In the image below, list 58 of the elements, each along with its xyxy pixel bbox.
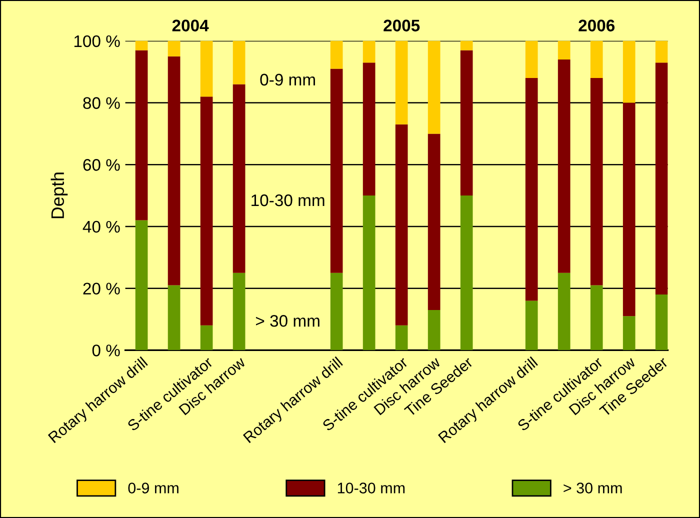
bar [362,40,376,63]
y-tick-label: 0 % [92,344,120,356]
bar [168,40,180,56]
bar [362,196,376,350]
bar [655,294,668,350]
bar [428,310,440,350]
bar [168,56,180,286]
y-tick-label: 80 % [83,97,120,109]
bar [460,196,473,350]
bar [525,40,538,78]
bar [622,102,636,316]
legend-label: 0-9 mm [128,482,178,494]
bar [525,300,538,350]
bar [558,59,570,273]
bar [590,78,603,286]
bar [590,285,603,350]
text: 2006 [578,20,615,32]
bar [232,84,246,273]
bar [525,78,538,301]
bar [200,96,213,326]
legend-label: 10-30 mm [338,482,405,494]
bar [460,40,473,50]
bar [622,316,636,350]
bar [590,40,603,78]
bar [655,62,668,295]
bar [168,285,180,350]
text: 2004 [172,20,209,32]
annotation: > 30 mm [256,315,320,327]
bar [558,40,570,60]
annotation: 0-9 mm [260,74,315,86]
bar [330,40,343,69]
bar [330,68,343,273]
y-axis-title: Depth [50,172,68,218]
bar [460,50,473,196]
bar [395,40,408,124]
y-tick-label: 60 % [83,159,120,171]
bar [135,40,148,50]
bar [622,40,636,103]
bar [655,40,668,63]
bar [330,272,343,350]
bar [232,40,246,84]
bar [362,62,376,196]
y-tick-label: 40 % [82,220,120,233]
text: 2005 [384,20,420,32]
bar [395,124,408,326]
bar [428,40,440,134]
bar [200,40,213,97]
bar [395,325,408,350]
bar [200,325,213,350]
bar [232,272,246,350]
bar [135,50,148,220]
bar [428,134,440,310]
bar [135,220,148,350]
bar [558,272,570,350]
y-tick-label: 100 % [74,35,120,48]
annotation: 10-30 mm [252,194,324,206]
y-tick-label: 20 % [83,282,120,295]
legend-label: > 30 mm [564,482,622,494]
